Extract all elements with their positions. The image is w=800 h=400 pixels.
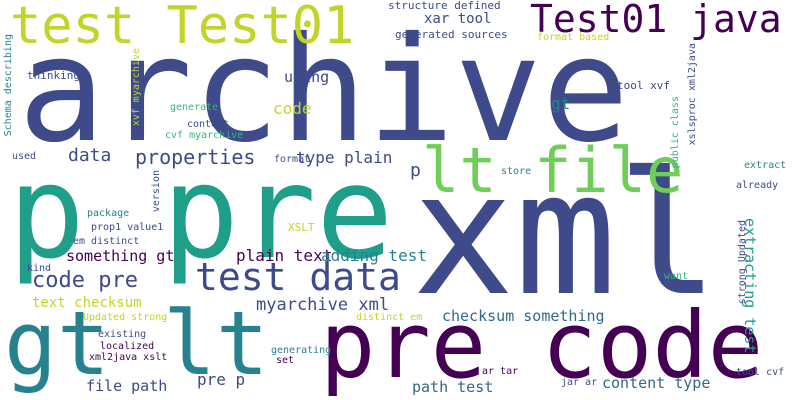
word-structure-defined: structure defined bbox=[388, 0, 501, 12]
word-tool-xvf: tool xvf bbox=[617, 79, 670, 92]
word-test01-java: Test01 java bbox=[530, 0, 782, 41]
word-adding-test: adding test bbox=[321, 246, 427, 265]
word-extract: extract bbox=[744, 160, 787, 171]
word-package: package bbox=[87, 208, 130, 219]
word-pre-code: pre code bbox=[320, 292, 764, 399]
word-using: using bbox=[284, 68, 330, 86]
word-properties: properties bbox=[135, 145, 256, 169]
word-version: version bbox=[151, 170, 162, 213]
word-data: data bbox=[68, 145, 112, 166]
word-cvf-myarchive: cvf myarchive bbox=[165, 130, 244, 141]
word-jar-ar: jar ar bbox=[561, 377, 598, 388]
word-xvf-myarchive: xvf myarchive bbox=[131, 48, 142, 127]
word-xml2java-xslt: xml2java xslt bbox=[89, 352, 168, 363]
word-myarchive-xml: myarchive xml bbox=[256, 295, 390, 315]
word-public-class: public class bbox=[670, 96, 681, 169]
word-format: format bbox=[274, 154, 311, 165]
word-em-distinct: em distinct bbox=[73, 236, 140, 247]
word-xml: xml bbox=[412, 136, 720, 334]
word-pre-p: pre p bbox=[197, 370, 246, 389]
word-test-test01: test Test01 bbox=[10, 0, 355, 56]
word-strong-updated: strong Updated bbox=[737, 220, 748, 305]
word-plain-text: plain text bbox=[236, 246, 333, 265]
word-set: set bbox=[276, 355, 295, 366]
word-schema-describing: Schema describing bbox=[3, 34, 14, 137]
word-kind: kind bbox=[27, 263, 52, 274]
word-checksum-something: checksum something bbox=[442, 307, 605, 325]
word-code: code bbox=[273, 99, 312, 118]
word-type-plain: type plain bbox=[296, 148, 393, 167]
word-xslt: XSLT bbox=[288, 221, 315, 234]
word-generating: generating bbox=[271, 345, 332, 356]
word-prop1-value1: prop1 value1 bbox=[91, 222, 164, 233]
word-file-path: file path bbox=[86, 377, 168, 395]
word-ar-tar: ar tar bbox=[482, 366, 519, 377]
word-already: already bbox=[736, 180, 779, 191]
word-existing: existing bbox=[98, 329, 147, 340]
word-content-type: content type bbox=[602, 374, 711, 392]
word-format-based: format based bbox=[537, 32, 610, 43]
word-lt-file: lt file bbox=[422, 134, 684, 207]
word-generated-sources: generated sources bbox=[395, 28, 508, 41]
word-gt-lt: gt lt bbox=[4, 292, 269, 395]
word-used: used bbox=[12, 151, 37, 162]
word-tool-cvf: tool cvf bbox=[736, 367, 785, 378]
word-xar-tool: xar tool bbox=[424, 11, 492, 27]
word-something-gt: something gt bbox=[66, 247, 175, 265]
word-gt: gt bbox=[551, 94, 571, 113]
word-updated-strong: Updated strong bbox=[83, 312, 168, 323]
word-path-test: path test bbox=[412, 378, 494, 396]
word-extracting-test: extracting test bbox=[741, 218, 759, 354]
word-content: content bbox=[187, 119, 230, 130]
word-localized: localized bbox=[100, 341, 155, 352]
word-p-pre: p pre bbox=[8, 139, 394, 288]
word-p: p bbox=[410, 160, 421, 181]
word-text-checksum: text checksum bbox=[32, 295, 142, 311]
word-code-pre: code pre bbox=[32, 268, 138, 293]
word-xslsproc-xml2java: xslsproc xml2java bbox=[687, 43, 698, 146]
word-archive: archive bbox=[18, 6, 630, 175]
word-thinking: thinking bbox=[27, 69, 80, 82]
word-test-data: test data bbox=[195, 255, 401, 299]
word-store: store bbox=[501, 166, 532, 177]
word-distinct-em: distinct em bbox=[356, 312, 423, 323]
word-generate: generate bbox=[170, 102, 219, 113]
word-want: want bbox=[664, 271, 689, 282]
